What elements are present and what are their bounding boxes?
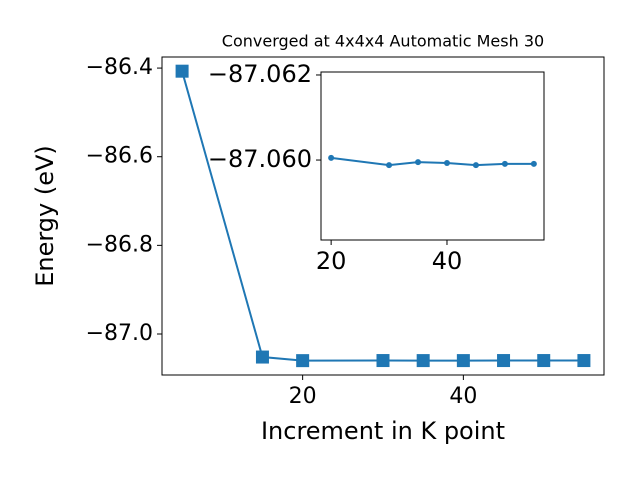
data-marker: [577, 354, 591, 368]
x-tick-label: 40: [432, 247, 463, 275]
data-marker: [175, 64, 189, 78]
data-marker: [376, 354, 390, 368]
data-marker: [328, 154, 335, 161]
data-marker: [443, 160, 450, 167]
data-marker: [530, 160, 537, 167]
inset-chart: 20 40 −87.062 −87.060: [208, 60, 545, 275]
axes-frame: [161, 56, 605, 376]
data-marker: [415, 159, 422, 166]
data-marker: [537, 354, 551, 368]
data-marker: [416, 354, 430, 368]
y-tick-label: −87.0: [86, 321, 153, 346]
y-tick-label: −86.4: [86, 55, 153, 80]
axes-frame: [320, 71, 545, 241]
data-marker: [456, 354, 470, 368]
y-tick-label: −87.060: [208, 145, 312, 173]
y-tick-label: −86.8: [86, 232, 153, 257]
plot-area: [321, 72, 544, 240]
chart-title: Converged at 4x4x4 Automatic Mesh 30: [222, 32, 544, 51]
data-marker: [497, 354, 511, 368]
y-tick-label: −87.062: [208, 60, 312, 88]
x-axis-label: Increment in K point: [261, 417, 505, 445]
x-tick-label: 20: [289, 384, 317, 409]
x-tick-label: 40: [449, 384, 477, 409]
y-tick-label: −86.6: [86, 144, 153, 169]
data-marker: [501, 160, 508, 167]
data-marker: [255, 350, 269, 364]
y-axis-label: Energy (eV): [31, 145, 59, 287]
x-tick-label: 20: [316, 247, 347, 275]
data-marker: [472, 162, 479, 169]
data-marker: [386, 162, 393, 169]
data-marker: [296, 354, 310, 368]
